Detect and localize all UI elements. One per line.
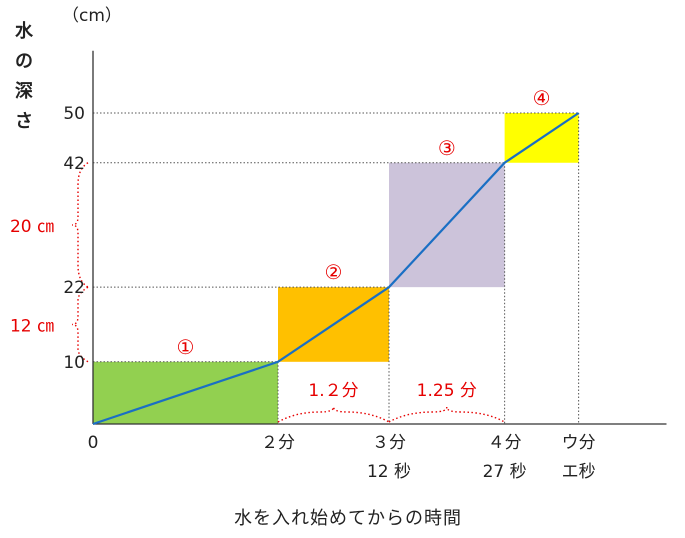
y-axis-title-char-3: 深 (15, 80, 33, 102)
region-label-1: ① (177, 335, 195, 359)
x-axis-title: 水を入れ始めてからの時間 (234, 508, 462, 529)
y-tick-label-10: 10 (63, 353, 85, 373)
braces (71, 162, 505, 423)
y-tick-label-42: 42 (63, 154, 85, 174)
x-tick-sublabel-4: エ秒 (562, 462, 596, 482)
x-tick-sublabel-2: 12 秒 (367, 462, 411, 482)
data-series (92, 112, 580, 426)
region-label-2: ② (325, 260, 343, 284)
origin-label: 0 (88, 433, 99, 453)
y-axis-title-char-4: さ (15, 111, 33, 132)
x-tick-label-2: ３分 (372, 433, 406, 453)
y-brace-2 (71, 162, 89, 288)
y-brace-label-1: 12 ㎝ (10, 316, 54, 336)
x-tick-label-4: ウ分 (562, 433, 596, 453)
y-axis-title-char-1: 水 (15, 20, 34, 42)
region-label-4: ④ (533, 86, 551, 110)
axes (92, 50, 667, 425)
y-tick-label-50: 50 (63, 104, 85, 124)
x-tick-sublabel-3: 27 秒 (483, 462, 527, 482)
x-tick-label-1: ２分 (261, 433, 295, 453)
series-line (92, 112, 580, 426)
y-brace-1 (71, 286, 89, 363)
x-brace-label-2: 1.25 分 (417, 381, 477, 401)
region-label-3: ③ (438, 136, 456, 160)
x-brace-2 (388, 406, 505, 423)
y-axis-title-char-2: の (15, 51, 33, 72)
y-brace-label-2: 20 ㎝ (10, 217, 54, 237)
x-brace-label-1: 1.２分 (308, 381, 358, 401)
x-tick-label-3: ４分 (488, 433, 522, 453)
y-tick-label-22: 22 (63, 278, 85, 298)
dotted-guide-lines (93, 112, 580, 424)
y-unit-label: （cm） (62, 6, 122, 26)
x-brace-1 (277, 406, 390, 423)
